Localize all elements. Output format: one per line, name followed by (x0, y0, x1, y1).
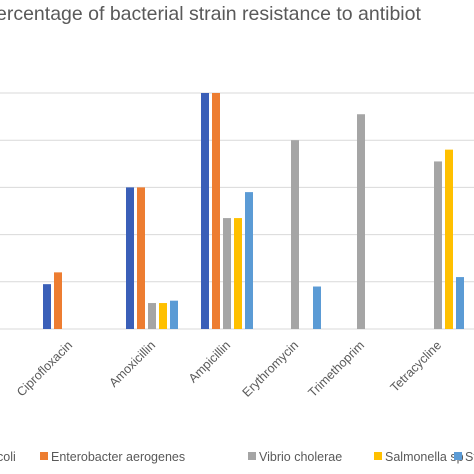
x-tick-label: Amoxicillin (106, 338, 158, 390)
bar (357, 114, 365, 330)
x-tick-label: Erythromycin (240, 338, 302, 400)
bar (313, 286, 321, 329)
bar (291, 140, 299, 329)
bar (159, 303, 167, 329)
bar (445, 149, 453, 329)
bar (43, 284, 51, 329)
bar (148, 303, 156, 329)
bar (126, 187, 134, 329)
legend-label: Salmonella sp (385, 450, 464, 464)
x-tick-label: Tetracycline (388, 338, 445, 395)
bar (434, 161, 442, 329)
bar (223, 218, 231, 329)
x-tick-label: Ciprofloxacin (14, 338, 75, 399)
bar (170, 300, 178, 329)
bar (201, 93, 209, 329)
chart-title: ercentage of bacterial strain resistance… (0, 3, 421, 25)
legend-swatch (374, 452, 382, 460)
bar (245, 192, 253, 329)
legend-swatch (248, 452, 256, 460)
x-tick-label: Trimethoprim (305, 338, 367, 400)
legend-label: coli (0, 450, 16, 464)
bar (212, 93, 220, 329)
bar (137, 187, 145, 329)
x-tick-label: Ampicillin (186, 338, 233, 385)
legend-label: Vibrio cholerae (259, 450, 342, 464)
legend-swatch (40, 452, 48, 460)
legend-label: Enterobacter aerogenes (51, 450, 185, 464)
bar (54, 272, 62, 329)
bar (234, 218, 242, 329)
legend-swatch (454, 452, 462, 460)
legend-label: St (465, 450, 474, 464)
bar (456, 277, 464, 329)
